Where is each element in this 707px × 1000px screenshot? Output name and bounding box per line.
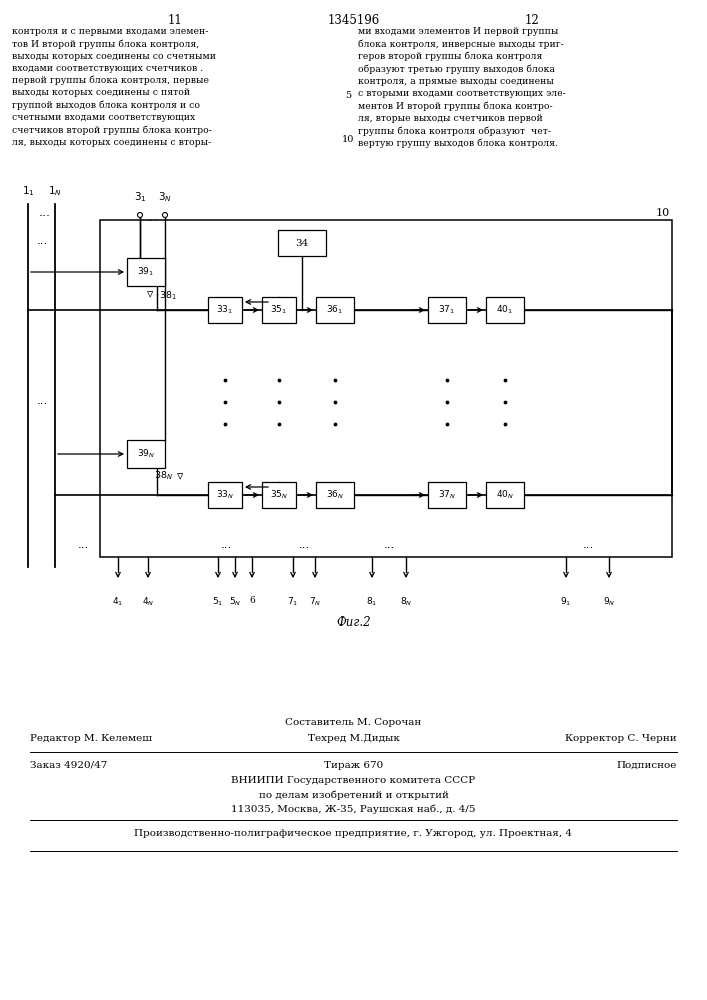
Text: Тираж 670: Тираж 670 (324, 761, 383, 770)
Text: $40_N$: $40_N$ (496, 489, 514, 501)
Text: $36_N$: $36_N$ (326, 489, 344, 501)
Text: 10: 10 (656, 208, 670, 218)
Text: по делам изобретений и открытий: по делам изобретений и открытий (259, 790, 448, 800)
Text: $40_1$: $40_1$ (496, 304, 513, 316)
Bar (208, 297, 242, 323)
Bar (316, 297, 354, 323)
Text: ...: ... (147, 213, 158, 223)
Text: ВНИИПИ Государственного комитета СССР: ВНИИПИ Государственного комитета СССР (231, 776, 476, 785)
Text: ...: ... (38, 207, 50, 220)
Text: ...: ... (77, 538, 88, 552)
Text: $33_N$: $33_N$ (216, 489, 234, 501)
Bar (428, 482, 466, 508)
Bar (100, 220, 672, 557)
Text: $39_N$: $39_N$ (137, 448, 155, 460)
Text: Техред М.Дидык: Техред М.Дидык (308, 734, 399, 743)
Text: 34: 34 (296, 238, 309, 247)
Bar (316, 482, 354, 508)
Text: ...: ... (583, 538, 594, 552)
Text: 5: 5 (345, 91, 351, 100)
Text: Фиг.2: Фиг.2 (337, 616, 370, 629)
Text: $38_N$: $38_N$ (154, 470, 173, 483)
Bar (127, 440, 165, 468)
Text: ми входами элементов И первой группы
блока контроля, инверсные выходы триг-
геро: ми входами элементов И первой группы бло… (358, 27, 566, 148)
Text: $7_1$: $7_1$ (287, 596, 298, 608)
Text: ...: ... (298, 538, 310, 552)
Text: $1_N$: $1_N$ (48, 184, 62, 198)
Bar (428, 297, 466, 323)
Text: $7_N$: $7_N$ (309, 596, 321, 608)
Text: 12: 12 (525, 14, 539, 27)
Text: $9_1$: $9_1$ (561, 596, 572, 608)
Text: $37_1$: $37_1$ (438, 304, 455, 316)
Bar (486, 297, 524, 323)
Text: $39_1$: $39_1$ (137, 266, 155, 278)
Text: 1345196: 1345196 (327, 14, 380, 27)
Text: 113035, Москва, Ж-35, Раушская наб., д. 4/5: 113035, Москва, Ж-35, Раушская наб., д. … (231, 804, 476, 814)
Text: $38_1$: $38_1$ (159, 290, 177, 302)
Text: контроля и с первыми входами элемен-
тов И второй группы блока контроля,
выходы : контроля и с первыми входами элемен- тов… (12, 27, 216, 147)
Text: Заказ 4920/47: Заказ 4920/47 (30, 761, 107, 770)
Text: Производственно-полиграфическое предприятие, г. Ужгород, ул. Проектная, 4: Производственно-полиграфическое предприя… (134, 829, 573, 838)
Text: Подписное: Подписное (617, 761, 677, 770)
Text: 10: 10 (341, 135, 354, 144)
Text: 6: 6 (249, 596, 255, 605)
Text: $1_1$: $1_1$ (22, 184, 35, 198)
Text: $8_1$: $8_1$ (366, 596, 378, 608)
Text: $33_1$: $33_1$ (216, 304, 233, 316)
Text: $4_N$: $4_N$ (142, 596, 154, 608)
Text: $35_1$: $35_1$ (271, 304, 288, 316)
Text: $37_N$: $37_N$ (438, 489, 456, 501)
Text: $5_1$: $5_1$ (212, 596, 223, 608)
Bar (486, 482, 524, 508)
Text: ...: ... (383, 538, 395, 552)
Text: ...: ... (36, 393, 47, 406)
Text: $8_N$: $8_N$ (399, 596, 412, 608)
Bar (262, 482, 296, 508)
Text: $3_N$: $3_N$ (158, 190, 172, 204)
Text: Редактор М. Келемеш: Редактор М. Келемеш (30, 734, 152, 743)
Text: 11: 11 (168, 14, 182, 27)
Text: Составитель М. Сорочан: Составитель М. Сорочан (286, 718, 421, 727)
Text: $\triangledown$: $\triangledown$ (176, 470, 184, 483)
Text: $4_1$: $4_1$ (112, 596, 124, 608)
Bar (278, 230, 326, 256)
Text: Корректор С. Черни: Корректор С. Черни (566, 734, 677, 743)
Bar (127, 258, 165, 286)
Text: $9_N$: $9_N$ (603, 596, 615, 608)
Text: $36_1$: $36_1$ (327, 304, 344, 316)
Text: ...: ... (36, 233, 47, 246)
Text: $5_N$: $5_N$ (229, 596, 241, 608)
Text: $\triangledown$: $\triangledown$ (146, 288, 154, 301)
Bar (208, 482, 242, 508)
Text: ...: ... (221, 538, 232, 552)
Text: $35_N$: $35_N$ (270, 489, 288, 501)
Bar (262, 297, 296, 323)
Text: $3_1$: $3_1$ (134, 190, 146, 204)
